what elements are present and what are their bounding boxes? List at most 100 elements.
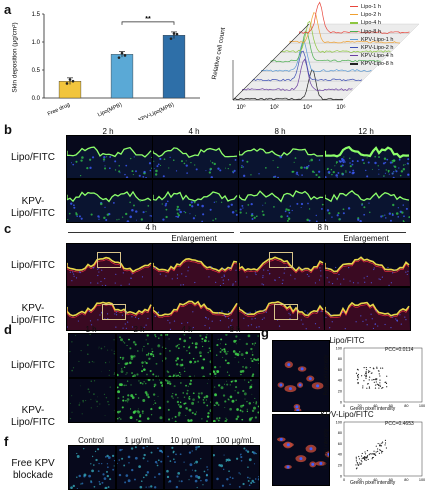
nucleus-dot bbox=[99, 202, 103, 206]
fluorescent-spot bbox=[161, 384, 163, 387]
nucleus-dot bbox=[349, 165, 352, 168]
fluorescent-spot bbox=[197, 395, 200, 398]
fluorescent-spot bbox=[197, 446, 201, 448]
nucleus-dot bbox=[289, 317, 291, 320]
fluorescent-spot bbox=[125, 399, 127, 402]
nucleus-dot bbox=[112, 201, 115, 204]
fluorescent-spot bbox=[253, 344, 255, 346]
nucleus-dot bbox=[122, 327, 124, 329]
fluorescent-spot bbox=[185, 384, 188, 387]
nucleus-dot bbox=[149, 215, 151, 217]
fluorescent-spot bbox=[165, 334, 167, 336]
fluorescent-spot bbox=[143, 381, 145, 383]
nucleus-dot bbox=[125, 164, 128, 167]
fluorescent-spot bbox=[117, 374, 119, 377]
nucleus-dot bbox=[402, 219, 405, 222]
nucleus-dot bbox=[73, 204, 75, 207]
fluorescent-spot bbox=[257, 411, 259, 414]
ylabel-g-2: Red pixel intensity bbox=[323, 428, 330, 470]
fluorescent-spot bbox=[246, 476, 249, 479]
fluorescent-spot bbox=[222, 394, 226, 397]
nucleus-dot bbox=[268, 273, 271, 275]
nucleus-dot bbox=[287, 208, 290, 212]
fluorescent-spot bbox=[127, 455, 131, 459]
fluorescent-spot bbox=[240, 373, 242, 376]
fluorescent-spot bbox=[190, 475, 193, 478]
nucleus-dot bbox=[103, 160, 105, 162]
fluorescent-spot bbox=[224, 400, 227, 403]
fluorescent-spot bbox=[156, 464, 159, 467]
fluorescent-spot bbox=[239, 370, 243, 373]
fluorescent-spot bbox=[153, 385, 156, 388]
fluorescent-spot bbox=[248, 402, 252, 405]
scatter-point bbox=[367, 458, 369, 461]
fluorescent-spot bbox=[103, 477, 107, 480]
scatter-point bbox=[364, 451, 366, 453]
nucleus-dot bbox=[103, 216, 106, 220]
nucleus-dot bbox=[345, 171, 347, 173]
nucleus-dot bbox=[341, 164, 344, 167]
fluorescent-spot bbox=[144, 361, 147, 363]
fluorescent-spot bbox=[170, 395, 174, 398]
nucleus-dot bbox=[201, 204, 204, 208]
scatter-point bbox=[357, 369, 359, 371]
epidermis-red bbox=[325, 258, 410, 274]
fluorescent-spot bbox=[121, 356, 125, 360]
nucleus-dot bbox=[265, 311, 267, 313]
scatter-point bbox=[369, 366, 371, 369]
nucleus-dot bbox=[311, 170, 315, 173]
fluorescent-spot bbox=[244, 366, 248, 369]
fluorescent-spot bbox=[177, 471, 181, 475]
scatter-point bbox=[366, 383, 369, 385]
fluorescent-spot bbox=[209, 349, 211, 352]
nucleus-dot bbox=[201, 220, 204, 222]
legend-swatch-e bbox=[350, 14, 358, 16]
fluorescent-spot bbox=[252, 373, 255, 376]
fluorescent-spot bbox=[79, 385, 81, 387]
nucleus-dot bbox=[396, 320, 398, 322]
fluorescent-spot bbox=[83, 473, 87, 477]
scatter-point bbox=[373, 450, 375, 452]
nucleus-dot bbox=[298, 174, 300, 176]
nucleus-dot bbox=[336, 214, 339, 217]
cell-nucleus bbox=[316, 384, 320, 388]
fluorescent-spot bbox=[152, 355, 155, 358]
fluorescent-spot bbox=[154, 402, 157, 405]
fluorescent-spot bbox=[158, 449, 162, 453]
scatter-xtick: 60 bbox=[389, 478, 393, 482]
fluorescent-spot bbox=[119, 448, 122, 452]
data-point-a bbox=[169, 37, 173, 40]
nucleus-dot bbox=[291, 209, 293, 212]
scatter-point bbox=[364, 456, 366, 458]
nucleus-dot bbox=[103, 155, 106, 159]
micrograph-art bbox=[153, 300, 238, 330]
nucleus-dot bbox=[228, 317, 230, 319]
nucleus-dot bbox=[326, 167, 329, 170]
nucleus-dot bbox=[305, 328, 307, 330]
nucleus-dot bbox=[343, 278, 345, 280]
fluorescent-spot bbox=[219, 366, 221, 368]
fluorescent-spot bbox=[245, 351, 249, 355]
nucleus-dot bbox=[165, 275, 167, 277]
nucleus-dot bbox=[384, 172, 386, 174]
nucleus-dot bbox=[392, 203, 395, 207]
nucleus-dot bbox=[240, 166, 243, 169]
nucleus-dot bbox=[398, 158, 401, 161]
fluorescent-spot bbox=[98, 462, 100, 465]
row-b-kpv: KPV-Lipo/FITC bbox=[11, 196, 55, 219]
nucleus-dot bbox=[314, 282, 317, 284]
fluorescent-spot bbox=[249, 387, 251, 390]
fluorescent-spot bbox=[183, 334, 186, 336]
nucleus-dot bbox=[147, 317, 149, 320]
nucleus-dot bbox=[283, 272, 285, 274]
nucleus-dot bbox=[300, 166, 303, 169]
fluorescent-spot bbox=[245, 449, 248, 452]
scatter-point bbox=[379, 379, 381, 381]
group-c-8h: 8 h bbox=[317, 223, 329, 232]
nucleus-dot bbox=[379, 278, 381, 281]
nucleus-dot bbox=[72, 271, 74, 273]
fluorescent-spot bbox=[154, 460, 158, 464]
fluorescent-spot bbox=[121, 406, 124, 409]
fluorescent-spot bbox=[147, 472, 149, 474]
nucleus-dot bbox=[391, 161, 394, 164]
